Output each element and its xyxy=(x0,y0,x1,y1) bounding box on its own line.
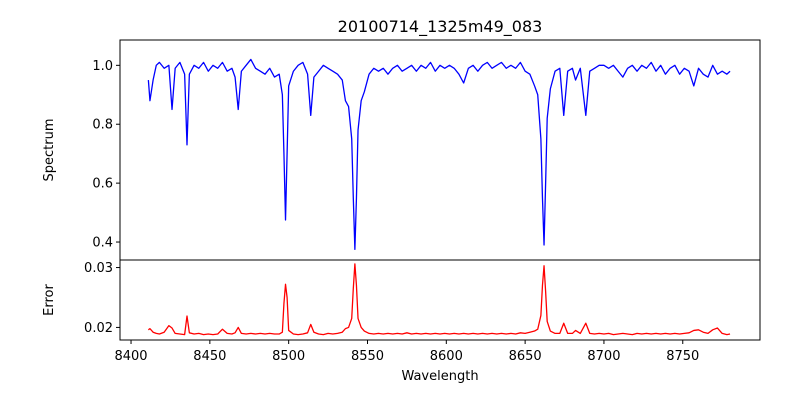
xtick-label: 8650 xyxy=(509,349,542,364)
xtick-label: 8600 xyxy=(430,349,463,364)
spectrum-axes-frame xyxy=(119,39,761,261)
x-axis-label: Wavelength xyxy=(401,369,478,384)
error-ytick-label: 0.03 xyxy=(84,261,113,276)
error-line xyxy=(147,263,731,336)
xtick-label: 8400 xyxy=(114,349,147,364)
spectrum-ytick-label: 1.0 xyxy=(92,59,113,74)
xtick-label: 8450 xyxy=(193,349,226,364)
spectrum-ytick-label: 0.6 xyxy=(92,177,113,192)
spectrum-ytick-label: 0.4 xyxy=(92,236,113,251)
chart-title: 20100714_1325m49_083 xyxy=(338,17,543,37)
xtick-label: 8750 xyxy=(666,349,699,364)
error-axes-frame xyxy=(119,259,761,341)
xtick-label: 8550 xyxy=(351,349,384,364)
spectrum-y-axis-label: Spectrum xyxy=(42,119,57,182)
xtick-label: 8500 xyxy=(272,349,305,364)
xtick-label: 8700 xyxy=(587,349,620,364)
spectrum-ytick-label: 0.8 xyxy=(92,118,113,133)
error-ytick-label: 0.02 xyxy=(84,321,113,336)
spectrum-line xyxy=(147,58,731,251)
error-y-axis-label: Error xyxy=(42,284,57,316)
